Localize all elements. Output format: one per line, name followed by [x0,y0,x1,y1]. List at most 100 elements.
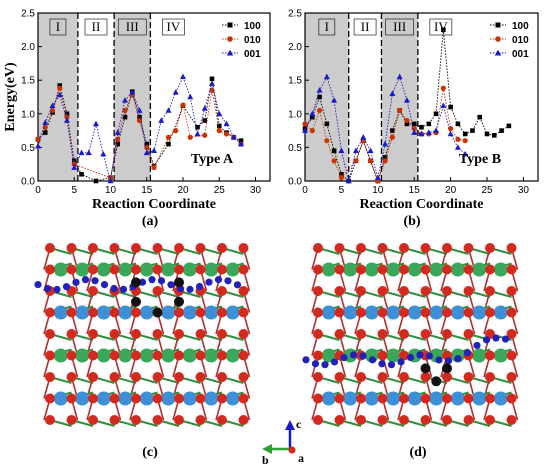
metal-atom [386,262,401,277]
adsorbate-atom [406,353,415,362]
metal-atom [75,262,90,277]
oxygen-atom [131,264,141,275]
point-001 [85,149,92,156]
point-100 [195,124,200,130]
oxygen-atom [109,264,120,275]
point-010 [187,134,193,140]
oxygen-atom [66,329,77,339]
oxygen-atom [152,372,163,382]
point-010 [180,102,186,108]
oxygen-atom [88,307,98,318]
oxygen-atom [377,243,388,253]
oxygen-atom [356,243,366,253]
type-annotation: Type A [191,152,234,167]
legend-label: 010 [512,35,529,46]
point-001 [316,87,323,93]
point-100 [137,114,142,120]
panel-label-c: (c) [142,445,158,460]
metal-atom [407,305,422,320]
oxygen-atom [109,350,120,361]
oxygen-atom [238,307,249,318]
oxygen-atom [217,415,227,425]
oxygen-atom [399,307,409,318]
x-tick-label: 5 [71,185,77,196]
y-tick-label: 1.0 [21,109,35,120]
oxygen-atom [313,393,323,404]
point-100 [339,171,344,177]
metal-atom [204,262,219,277]
point-001 [180,73,186,80]
oxygen-atom [463,264,474,275]
point-010 [331,158,337,164]
metal-atom [386,391,401,406]
metal-atom [364,391,379,406]
oxygen-atom [485,286,495,296]
adsorbate-atom [492,334,500,342]
metal-atom [450,262,465,277]
adsorbate-atom [81,276,90,284]
oxygen-atom [399,286,409,296]
point-001 [223,120,230,127]
adsorbate-atom [72,278,80,286]
oxygen-atom [131,393,141,404]
adsorbate-atom [359,352,367,360]
region-label: III [126,19,139,34]
oxygen-atom [506,415,517,425]
point-001 [194,130,201,137]
oxygen-atom [334,286,345,296]
point-100 [411,121,417,127]
metal-atom [161,391,176,406]
oxygen-atom [506,372,517,382]
point-100 [382,155,388,160]
metal-atom [182,348,197,363]
legend-label: 001 [512,49,529,60]
oxygen-atom [174,393,184,404]
y-tick-label: 0.0 [21,177,35,188]
adsorbate-atom [195,282,204,291]
point-010 [216,128,222,134]
point-001 [454,144,461,150]
oxygen-atom [377,286,388,296]
metal-atom [96,348,111,363]
legend-marker [227,22,233,28]
oxygen-atom [506,286,517,296]
adsorbate-atom [91,277,99,285]
point-010 [397,107,403,114]
x-tick-label: 25 [481,185,493,196]
adsorbate-atom [387,361,396,369]
adsorbate-atom [214,276,223,284]
metal-atom [182,305,197,320]
oxygen-atom [174,307,184,318]
metal-atom [472,305,487,320]
oxygen-atom [238,243,249,253]
oxygen-atom [109,307,120,318]
point-010 [144,144,150,150]
oxygen-atom [463,415,474,425]
oxygen-atom [174,350,184,361]
legend-label: 010 [244,35,261,46]
crystal-structure-d [302,243,519,427]
x-tick-label: 5 [339,185,345,196]
oxygen-atom [152,350,163,361]
point-100 [93,178,99,184]
oxygen-atom [442,329,452,339]
oxygen-atom [420,415,431,425]
metal-atom [204,305,219,320]
point-001 [165,107,172,113]
metal-atom [53,348,68,363]
region-label-box [117,18,147,36]
point-001 [100,150,107,157]
metal-atom [161,305,176,320]
metal-atom [493,262,508,277]
point-001 [230,134,237,140]
point-100 [506,123,512,129]
point-001 [302,127,308,133]
oxygen-atom [420,264,431,275]
oxygen-atom [88,393,98,404]
oxygen-atom [313,264,323,275]
oxygen-atom [420,393,431,404]
adsorbate-atom [368,356,377,364]
dark-atom [174,277,184,288]
oxygen-atom [88,264,98,275]
